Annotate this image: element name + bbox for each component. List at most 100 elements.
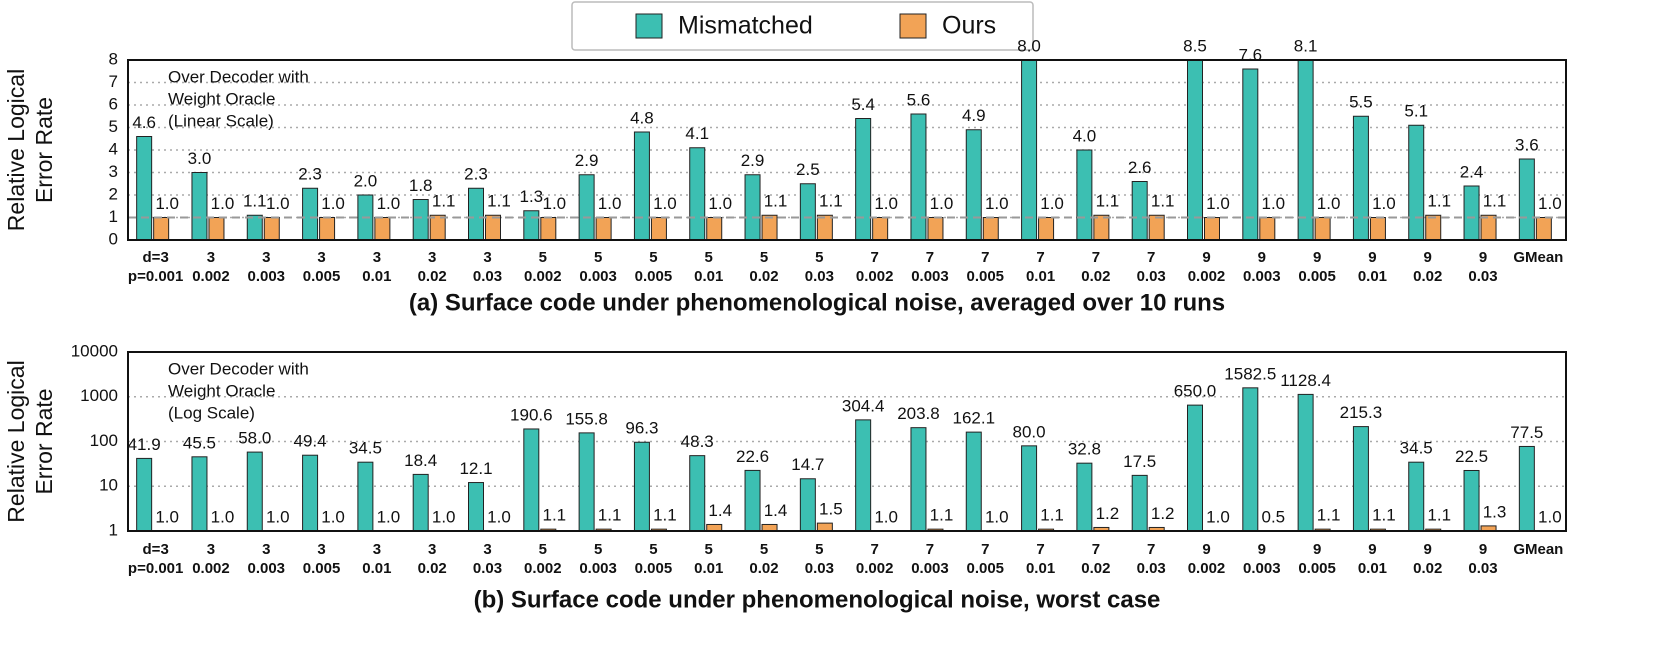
x-tick-label: 0.02 bbox=[1413, 560, 1442, 577]
value-label: 1.1 bbox=[1483, 192, 1507, 211]
x-tick-label: 7 bbox=[926, 541, 934, 558]
plot-frame bbox=[127, 59, 1567, 241]
x-tick-label: 0.002 bbox=[192, 268, 230, 285]
value-label: 1.0 bbox=[708, 194, 732, 213]
bar bbox=[633, 131, 650, 240]
x-tick-label: 5 bbox=[760, 249, 768, 266]
x-tick-label: 0.02 bbox=[749, 268, 778, 285]
y-tick-label: 0 bbox=[109, 229, 118, 248]
x-tick-label: 0.01 bbox=[362, 560, 391, 577]
value-label: 5.1 bbox=[1404, 102, 1428, 121]
bar bbox=[1518, 158, 1535, 240]
x-tick-label: 0.003 bbox=[579, 560, 617, 577]
x-tick-label: 5 bbox=[594, 249, 602, 266]
annotation: (Log Scale) bbox=[168, 403, 255, 422]
x-tick-label: 0.03 bbox=[473, 268, 502, 285]
value-label: 45.5 bbox=[183, 433, 216, 452]
value-label: 1.0 bbox=[930, 194, 954, 213]
x-tick-label: GMean bbox=[1513, 249, 1563, 266]
value-label: 1.0 bbox=[874, 194, 898, 213]
x-tick-label: 0.002 bbox=[524, 268, 562, 285]
value-label: 2.3 bbox=[298, 165, 322, 184]
value-label: 2.4 bbox=[1460, 162, 1484, 181]
bar bbox=[540, 217, 557, 240]
x-tick-label: p=0.001 bbox=[128, 268, 183, 285]
x-tick-label: 7 bbox=[1147, 249, 1155, 266]
bar bbox=[910, 113, 927, 240]
y-tick-label: 5 bbox=[109, 117, 118, 136]
x-tick-label: 9 bbox=[1313, 249, 1321, 266]
bar bbox=[302, 187, 319, 240]
value-label: 2.0 bbox=[354, 171, 378, 190]
value-label: 2.9 bbox=[741, 151, 765, 170]
annotation: Over Decoder with bbox=[168, 359, 309, 378]
x-tick-label: 0.003 bbox=[1243, 268, 1281, 285]
bar bbox=[910, 427, 927, 531]
bar bbox=[1518, 445, 1535, 531]
x-tick-label: 3 bbox=[207, 541, 215, 558]
bar bbox=[689, 147, 706, 240]
x-tick-label: 9 bbox=[1202, 541, 1210, 558]
x-tick-label: 0.01 bbox=[362, 268, 391, 285]
x-tick-label: 7 bbox=[926, 249, 934, 266]
x-tick-label: 3 bbox=[317, 541, 325, 558]
value-label: 3.0 bbox=[188, 149, 212, 168]
x-tick-label: 0.03 bbox=[1137, 560, 1166, 577]
x-tick-label: 0.003 bbox=[911, 268, 949, 285]
x-tick-label: 5 bbox=[649, 249, 657, 266]
x-tick-label: 9 bbox=[1424, 249, 1432, 266]
x-tick-label: 0.02 bbox=[1081, 560, 1110, 577]
bar bbox=[982, 217, 999, 240]
value-label: 1.0 bbox=[432, 507, 456, 526]
bar bbox=[1148, 214, 1165, 240]
value-label: 4.8 bbox=[630, 108, 654, 127]
bar bbox=[1259, 217, 1276, 240]
value-label: 7.6 bbox=[1238, 45, 1262, 64]
value-label: 5.5 bbox=[1349, 93, 1373, 112]
value-label: 155.8 bbox=[565, 409, 608, 428]
bar bbox=[468, 187, 484, 240]
x-tick-label: 5 bbox=[815, 249, 823, 266]
value-label: 1.0 bbox=[1206, 194, 1230, 213]
value-label: 1.1 bbox=[1427, 192, 1451, 211]
value-label: 12.1 bbox=[459, 459, 492, 478]
value-label: 1.0 bbox=[266, 194, 290, 213]
x-tick-label: 0.002 bbox=[856, 560, 894, 577]
value-label: 4.1 bbox=[685, 124, 709, 143]
y-axis-label: Error Rate bbox=[31, 388, 57, 494]
value-label: 1.0 bbox=[653, 194, 677, 213]
x-tick-label: GMean bbox=[1513, 541, 1563, 558]
bar bbox=[1297, 60, 1314, 240]
value-label: 1128.4 bbox=[1280, 371, 1331, 390]
x-tick-label: 0.01 bbox=[1358, 560, 1387, 577]
bar bbox=[357, 461, 374, 531]
y-tick-label: 8 bbox=[109, 49, 118, 68]
bar bbox=[1131, 181, 1148, 240]
bar bbox=[208, 217, 225, 240]
bar bbox=[578, 174, 595, 240]
legend-swatch bbox=[635, 13, 663, 39]
bar bbox=[1148, 526, 1165, 531]
value-label: 4.0 bbox=[1073, 126, 1097, 145]
value-label: 48.3 bbox=[681, 432, 714, 451]
bar bbox=[799, 478, 816, 531]
value-label: 1.5 bbox=[819, 500, 843, 519]
x-tick-label: 0.002 bbox=[192, 560, 230, 577]
bar bbox=[744, 469, 761, 531]
x-tick-label: 0.01 bbox=[694, 560, 723, 577]
value-label: 2.6 bbox=[1128, 158, 1152, 177]
bars bbox=[136, 60, 1552, 240]
y-tick-label: 100 bbox=[90, 431, 118, 450]
value-label: 0.5 bbox=[1261, 507, 1285, 526]
value-label: 1.1 bbox=[1040, 506, 1064, 525]
value-label: 2.3 bbox=[464, 165, 488, 184]
value-label: 1.0 bbox=[598, 194, 622, 213]
value-label: 3.6 bbox=[1515, 135, 1539, 154]
bar bbox=[1093, 526, 1110, 531]
value-label: 8.5 bbox=[1183, 36, 1207, 55]
legend-label: Mismatched bbox=[678, 12, 813, 40]
bar bbox=[191, 172, 208, 240]
value-label: 203.8 bbox=[897, 404, 940, 423]
value-label: 22.6 bbox=[736, 447, 769, 466]
